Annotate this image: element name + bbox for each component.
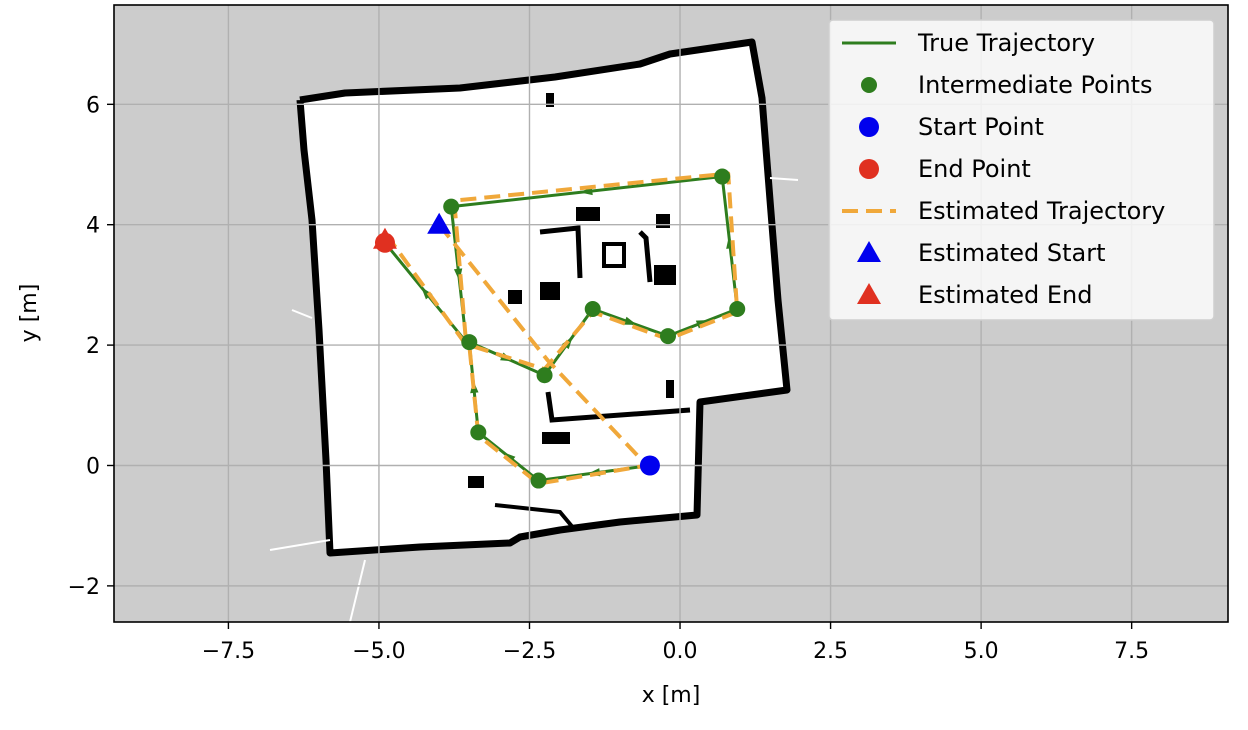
legend-entry-start-point: Start Point	[859, 113, 1044, 141]
legend-swatch-triangle	[857, 241, 881, 262]
intermediate-point	[729, 300, 746, 317]
legend-entry-estimated-trajectory: Estimated Trajectory	[842, 197, 1165, 225]
ticks: −7.5 −5.0 −2.5 0.0 2.5 5.0 7.5 −2 0 2 4 6	[68, 93, 1150, 664]
map-obstacle-2	[602, 242, 626, 268]
x-tick-label: 5.0	[964, 639, 999, 664]
estimated-end-marker	[372, 227, 397, 249]
x-axis-label: x [m]	[642, 683, 701, 708]
map-obstacle-7	[468, 476, 484, 488]
axes-frame	[113, 4, 1229, 623]
legend-label: True Trajectory	[917, 29, 1095, 57]
map-wall-outer	[296, 38, 791, 557]
y-axis-label: y [m]	[17, 284, 42, 343]
map-wall-inner-3	[545, 391, 691, 423]
map-ray-1	[269, 539, 331, 551]
legend-swatch-triangle	[857, 283, 881, 304]
x-tick-label: −7.5	[202, 639, 255, 664]
legend-label: Start Point	[918, 113, 1044, 141]
y-tick-label: 2	[86, 334, 100, 359]
map-obstacle-6	[542, 432, 570, 444]
legend-swatch-circle	[859, 117, 879, 137]
x-tick-label: 7.5	[1114, 639, 1149, 664]
map-obstacle-5	[508, 290, 522, 304]
legend-entry-intermediate-points: Intermediate Points	[861, 71, 1153, 99]
map-wall-inner-4	[494, 503, 577, 532]
legend-entry-end-point: End Point	[859, 155, 1031, 183]
legend-entries: True Trajectory Intermediate Points Start …	[842, 29, 1165, 309]
x-tick-label: −2.5	[503, 639, 556, 664]
occupancy-map	[269, 38, 799, 622]
y-tick-label: 0	[86, 454, 100, 479]
legend-label: Intermediate Points	[918, 71, 1153, 99]
intermediate-point	[536, 367, 553, 384]
legend-label: Estimated End	[918, 281, 1092, 309]
y-tick-label: −2	[68, 575, 100, 600]
legend-swatch-circle	[859, 159, 879, 179]
estimated-start-marker	[427, 212, 452, 234]
y-tick-label: 4	[86, 214, 100, 239]
legend-entry-estimated-start: Estimated Start	[857, 239, 1106, 267]
intermediate-point	[659, 328, 676, 345]
legend-entry-estimated-end: Estimated End	[857, 281, 1092, 309]
map-obstacle-4	[540, 282, 560, 300]
map-obstacle-10	[666, 380, 674, 398]
intermediate-point	[584, 300, 601, 317]
map-wall-inner-1	[539, 225, 583, 279]
map-obstacle-1	[576, 207, 600, 221]
map-obstacle-8	[656, 214, 670, 228]
start-point-marker	[639, 455, 660, 476]
map-obstacle-3	[654, 265, 676, 285]
legend-label: Estimated Trajectory	[918, 197, 1165, 225]
map-obstacle-9	[546, 93, 554, 107]
map-ray-4	[769, 177, 799, 181]
y-tick-label: 6	[86, 93, 100, 118]
x-tick-label: −5.0	[352, 639, 405, 664]
estimated-trajectory-line	[386, 171, 740, 486]
intermediate-point	[714, 168, 731, 185]
legend-entry-true-trajectory: True Trajectory	[842, 29, 1095, 57]
map-wall-inner-2	[638, 230, 653, 283]
legend: True Trajectory Intermediate Points Start …	[828, 19, 1215, 321]
intermediate-point	[530, 472, 547, 489]
legend-label: End Point	[918, 155, 1031, 183]
x-tick-label: 2.5	[813, 639, 848, 664]
legend-swatch-dot	[861, 77, 877, 93]
map-ray-2	[349, 559, 366, 622]
map-ray-3	[291, 309, 313, 319]
true-trajectory-arrow	[623, 316, 637, 325]
series-layer	[372, 168, 746, 489]
intermediate-point	[461, 334, 478, 351]
legend-box	[828, 19, 1215, 321]
intermediate-point	[470, 424, 487, 441]
intermediate-point	[443, 198, 460, 215]
legend-label: Estimated Start	[918, 239, 1106, 267]
x-tick-label: 0.0	[663, 639, 698, 664]
